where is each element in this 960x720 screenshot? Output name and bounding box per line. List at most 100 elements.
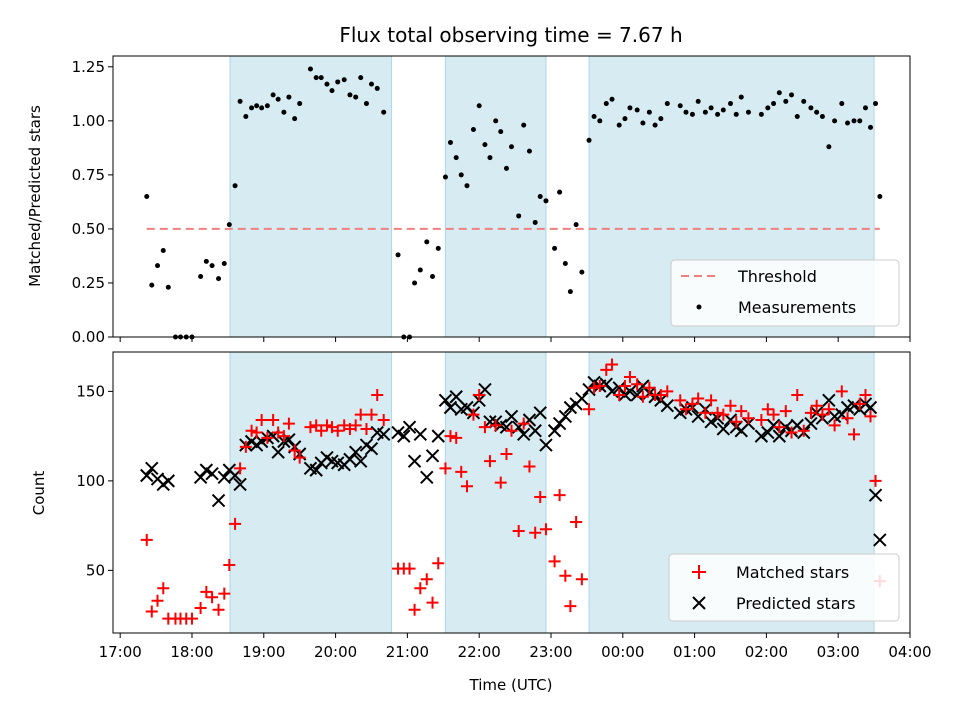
y-tick-label: 0.50	[72, 220, 105, 238]
predicted-star-marker	[376, 427, 391, 442]
matched-star-marker	[724, 399, 737, 412]
matched-star-marker	[157, 582, 170, 595]
measurement-point	[417, 267, 423, 273]
measurement-point	[237, 98, 243, 104]
measurement-point	[789, 92, 795, 98]
measurement-point	[198, 273, 204, 279]
matched-star-marker	[636, 390, 649, 403]
matched-star-marker	[822, 403, 835, 416]
matched-star-marker	[360, 422, 373, 435]
measurement-point	[609, 96, 615, 102]
measurement-point	[493, 118, 499, 124]
shaded-interval	[229, 55, 393, 338]
predicted-star-marker	[516, 427, 531, 442]
measurement-point	[745, 109, 751, 115]
predicted-star-marker	[623, 384, 637, 399]
matched-star-marker	[859, 388, 872, 401]
measurement-point	[552, 245, 558, 251]
predicted-star-marker	[438, 393, 453, 408]
measurement-point	[297, 101, 303, 107]
measurement-point	[702, 109, 708, 115]
matched-star-marker	[553, 489, 566, 502]
matched-star-marker	[847, 428, 860, 441]
matched-star-marker	[365, 408, 378, 421]
measurement-point	[727, 101, 733, 107]
matched-star-marker	[403, 562, 416, 575]
measurement-point	[374, 85, 380, 91]
measurement-point	[259, 105, 265, 111]
measurement-point	[783, 98, 789, 104]
measurement-point	[808, 105, 814, 111]
matched-star-marker	[779, 405, 792, 418]
predicted-star-marker	[402, 420, 417, 434]
matched-star-marker	[654, 388, 667, 401]
measurement-point	[634, 107, 640, 113]
predicted-star-marker	[582, 382, 596, 397]
matched-star-marker	[151, 594, 164, 607]
measurement-point	[839, 101, 845, 107]
bottom-legend: Matched stars Predicted stars	[668, 553, 900, 622]
matched-star-marker	[460, 480, 473, 493]
measurement-point	[765, 105, 771, 111]
x-tick-label: 00:00	[601, 643, 644, 661]
matched-star-marker	[467, 408, 480, 421]
legend-predicted-label: Predicted stars	[736, 594, 856, 613]
predicted-star-marker	[348, 445, 363, 459]
matched-star-marker	[539, 523, 552, 536]
measurement-point	[689, 111, 695, 117]
predicted-star-marker	[504, 409, 519, 424]
x-axis-label: Time (UTC)	[469, 676, 553, 694]
matched-star-marker	[200, 585, 213, 598]
matched-star-marker	[420, 573, 433, 586]
matched-star-marker	[223, 558, 236, 571]
matched-star-marker	[145, 605, 158, 618]
matched-star-marker	[206, 591, 219, 604]
matched-star-marker	[331, 424, 344, 437]
measurement-point	[203, 258, 209, 264]
measurement-point	[155, 263, 161, 269]
matched-star-marker	[869, 474, 882, 487]
measurement-point	[532, 219, 538, 225]
measurement-point	[516, 213, 522, 219]
matched-star-marker	[408, 603, 421, 616]
predicted-star-marker	[704, 415, 718, 429]
predicted-star-marker	[354, 454, 368, 468]
matched-star-marker	[841, 412, 854, 425]
matched-star-marker	[804, 406, 817, 419]
predicted-star-marker	[660, 398, 675, 413]
matched-star-marker	[354, 408, 367, 421]
matched-star-marker	[735, 405, 748, 418]
x-tick-label: 22:00	[458, 643, 501, 661]
legend-predicted-swatch	[692, 596, 706, 610]
x-tick-label: 19:00	[242, 643, 285, 661]
matched-star-marker	[623, 371, 636, 384]
measurement-point	[832, 118, 838, 124]
matched-star-marker	[711, 406, 724, 419]
x-tick-label: 03:00	[817, 643, 860, 661]
measurement-point	[738, 94, 744, 100]
legend-matched-label: Matched stars	[736, 563, 849, 582]
matched-star-marker	[234, 462, 247, 475]
matched-star-marker	[450, 431, 463, 444]
matched-star-marker	[212, 603, 225, 616]
measurement-point	[270, 92, 276, 98]
matched-star-marker	[293, 451, 306, 464]
matched-star-marker	[444, 430, 457, 443]
bottom-panel: 50 100 150 17:00 18:00 19:00 20:00 21:00 22:00 2…	[30, 351, 932, 694]
measurement-point	[395, 252, 401, 258]
matched-star-marker	[679, 403, 692, 416]
measurement-point	[695, 98, 701, 104]
measurement-point	[458, 172, 464, 178]
matched-star-marker	[705, 394, 718, 407]
predicted-star-marker	[397, 429, 411, 443]
predicted-star-marker	[233, 477, 247, 492]
matched-star-marker	[239, 440, 252, 453]
measurement-point	[232, 183, 238, 189]
measurement-point	[275, 96, 281, 102]
measurement-point	[851, 118, 857, 124]
matched-star-marker	[455, 465, 468, 478]
matched-star-marker	[717, 408, 730, 421]
matched-star-marker	[785, 426, 798, 439]
measurement-point	[430, 273, 436, 279]
